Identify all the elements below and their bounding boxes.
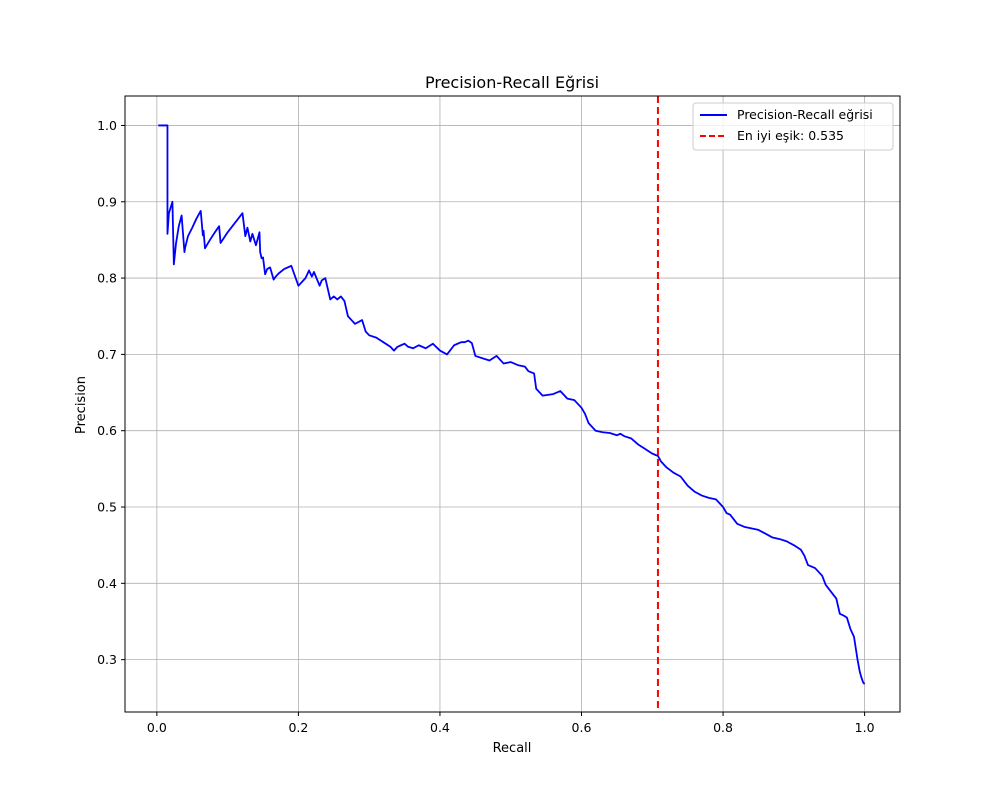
grid	[125, 96, 900, 712]
y-tick-label: 0.7	[97, 347, 117, 362]
x-tick-label: 0.2	[288, 720, 308, 735]
y-tick-label: 0.5	[97, 500, 117, 515]
legend-label-pr-curve: Precision-Recall eğrisi	[737, 107, 873, 122]
y-axis-ticks: 0.3 0.4 0.5 0.6 0.7 0.8 0.9 1.0	[97, 118, 125, 667]
y-tick-label: 0.6	[97, 423, 117, 438]
x-tick-label: 1.0	[855, 720, 875, 735]
x-tick-label: 0.0	[147, 720, 167, 735]
x-tick-label: 0.4	[430, 720, 450, 735]
y-tick-label: 0.4	[97, 576, 117, 591]
x-axis-label: Recall	[493, 741, 532, 756]
precision-recall-curve	[158, 124, 866, 685]
x-tick-label: 0.8	[713, 720, 733, 735]
y-tick-label: 0.8	[97, 271, 117, 286]
legend-box	[692, 102, 894, 151]
series-layer	[158, 124, 866, 685]
y-tick-label: 0.3	[97, 652, 117, 667]
y-axis-label: Precision	[74, 376, 89, 434]
y-tick-label: 0.9	[97, 194, 117, 209]
plot-frame	[124, 95, 901, 713]
y-tick-label: 1.0	[97, 118, 117, 133]
legend: Precision-Recall eğrisi En iyi eşik: 0.5…	[692, 102, 894, 151]
x-axis-ticks: 0.0 0.2 0.4 0.6 0.8 1.0	[147, 712, 875, 735]
legend-label-best-threshold: En iyi eşik: 0.535	[737, 128, 844, 143]
chart-title: Precision-Recall Eğrisi	[425, 73, 599, 92]
x-tick-label: 0.6	[572, 720, 592, 735]
